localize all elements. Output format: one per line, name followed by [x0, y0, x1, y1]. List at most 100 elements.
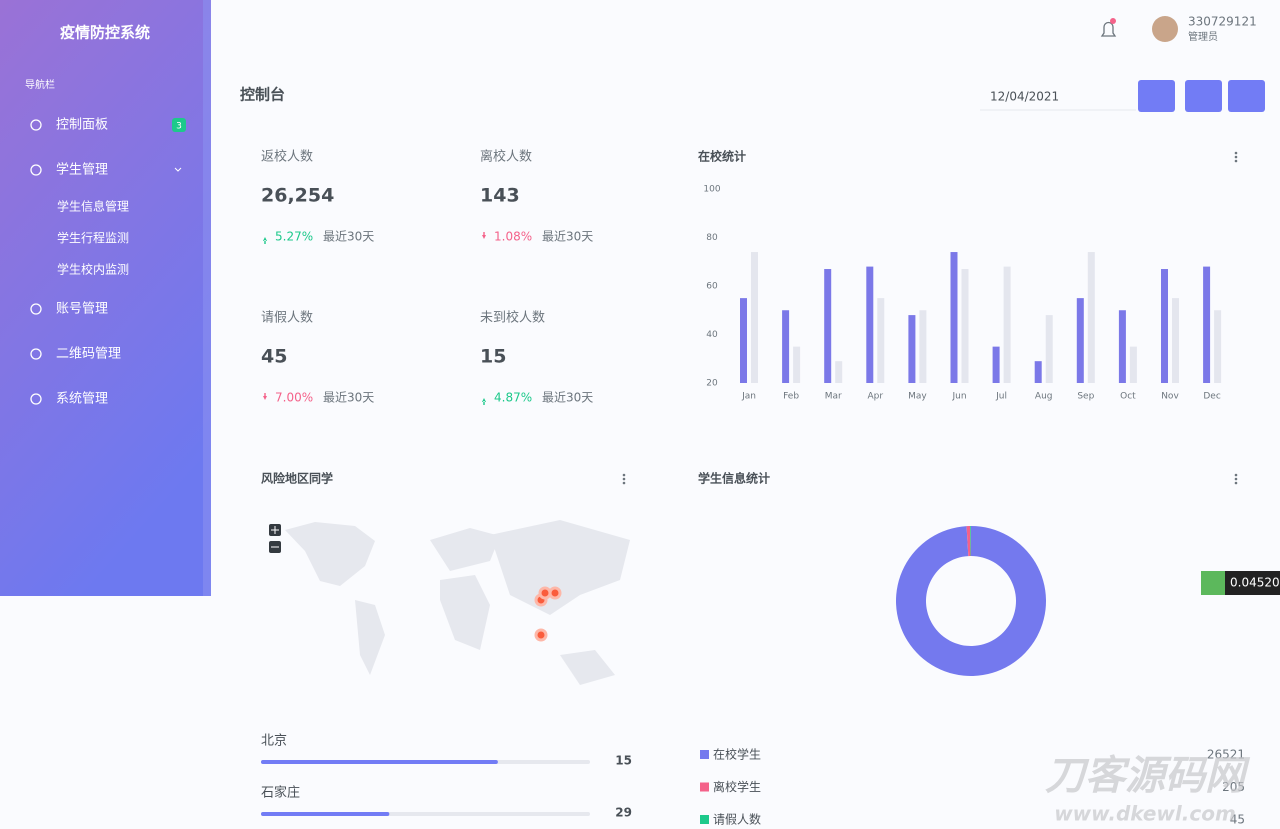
stat-change: 4.87%	[494, 391, 532, 405]
bar	[908, 315, 916, 383]
map-land	[355, 600, 385, 675]
map-land	[560, 650, 615, 685]
donut-segment	[970, 526, 971, 557]
stat-value: 15	[480, 346, 506, 368]
trend-arrow	[482, 232, 486, 239]
y-tick-label: 60	[706, 282, 718, 292]
bar	[835, 361, 843, 383]
card-title: 风险地区同学	[261, 471, 333, 486]
x-tick-label: Aug	[1035, 392, 1053, 402]
x-tick-label: Apr	[868, 392, 884, 402]
bar	[1034, 361, 1042, 383]
toolbar-button[interactable]	[1185, 80, 1222, 112]
nav-item[interactable]: 二维码管理	[56, 347, 121, 362]
progress-bar	[261, 760, 498, 764]
bar	[793, 346, 801, 383]
nav-icon	[30, 164, 42, 176]
toolbar-button[interactable]	[1138, 80, 1175, 112]
x-tick-label: Mar	[825, 392, 842, 402]
nav-icon	[30, 393, 42, 405]
chart-title: 在校统计	[698, 149, 746, 164]
bar	[877, 298, 885, 383]
avatar[interactable]	[1152, 16, 1178, 42]
nav-item[interactable]: 系统管理	[56, 392, 108, 407]
sidebar	[0, 0, 211, 596]
zoom-icon	[271, 526, 279, 534]
toolbar-button[interactable]	[1228, 80, 1265, 112]
nav-icon	[30, 348, 42, 360]
map-land	[440, 575, 490, 650]
donut-segment	[966, 526, 971, 557]
legend-label: 在校学生	[713, 747, 761, 762]
user-name: 330729121	[1188, 15, 1257, 29]
legend-value: 26521	[1207, 748, 1245, 762]
y-tick-label: 80	[706, 233, 718, 243]
region-value: 15	[615, 754, 632, 768]
page-title: 控制台	[240, 86, 285, 104]
notification-dot	[1110, 18, 1116, 24]
more-icon	[1234, 477, 1238, 481]
bar	[824, 269, 832, 383]
bar	[1045, 315, 1053, 383]
bell-icon	[1100, 21, 1117, 37]
user-role: 管理员	[1188, 30, 1218, 43]
region-name: 北京	[261, 734, 287, 749]
chart-title: 学生信息统计	[698, 471, 770, 486]
watermark-url: www.dkewl.com	[1054, 802, 1236, 826]
trend-arrow	[263, 393, 267, 400]
region-name: 石家庄	[261, 785, 300, 801]
nav-subitem[interactable]: 学生校内监测	[57, 262, 129, 277]
legend-value: 45	[1230, 813, 1245, 827]
more-icon	[1234, 159, 1238, 163]
app-title: 疫情防控系统	[60, 24, 150, 42]
legend-label: 请假人数	[713, 812, 761, 827]
x-tick-label: Jul	[995, 392, 1007, 402]
bar	[961, 269, 969, 383]
watermark: 刀客源码网	[1045, 753, 1251, 799]
map-land	[490, 520, 630, 615]
bar	[1087, 252, 1095, 383]
risk-marker	[534, 628, 548, 642]
bar	[740, 298, 747, 383]
nav-item[interactable]: 账号管理	[56, 302, 108, 317]
x-tick-label: Oct	[1120, 392, 1136, 402]
more-icon	[1234, 473, 1238, 477]
stat-change: 5.27%	[275, 230, 313, 244]
chevron	[174, 167, 182, 172]
legend-swatch	[700, 782, 709, 792]
more-icon	[622, 477, 626, 481]
stat-label: 离校人数	[480, 149, 532, 165]
stat-change: 1.08%	[494, 230, 532, 244]
stat-change: 7.00%	[275, 391, 313, 405]
nav-item[interactable]: 控制面板	[56, 118, 108, 133]
x-tick-label: May	[908, 392, 927, 402]
y-tick-label: 40	[706, 330, 718, 340]
date-input[interactable]: 12/04/2021	[990, 90, 1059, 104]
risk-marker	[548, 586, 562, 600]
stat-value: 26,254	[261, 185, 334, 207]
nav-label: 导航栏	[25, 78, 55, 91]
sidebar-edge	[203, 0, 211, 596]
nav-subitem[interactable]: 学生信息管理	[57, 199, 129, 214]
nav-icon	[30, 119, 42, 131]
bar	[1203, 266, 1211, 383]
x-tick-label: Jun	[951, 392, 966, 402]
y-tick-label: 20	[706, 379, 718, 389]
nav-icon	[30, 303, 42, 315]
stat-value: 45	[261, 346, 287, 368]
legend-label: 离校学生	[713, 779, 761, 794]
x-tick-label: Dec	[1203, 392, 1220, 402]
stat-period: 最近30天	[323, 391, 374, 405]
stat-period: 最近30天	[542, 391, 593, 405]
nav-item[interactable]: 学生管理	[56, 162, 108, 178]
y-tick-label: 100	[703, 185, 720, 195]
trend-arrow	[263, 237, 267, 244]
more-icon	[622, 481, 626, 485]
stat-label: 返校人数	[261, 149, 313, 165]
bar	[1214, 310, 1222, 383]
trend-arrow	[482, 398, 486, 405]
nav-subitem[interactable]: 学生行程监测	[57, 230, 129, 245]
bar	[751, 252, 758, 383]
